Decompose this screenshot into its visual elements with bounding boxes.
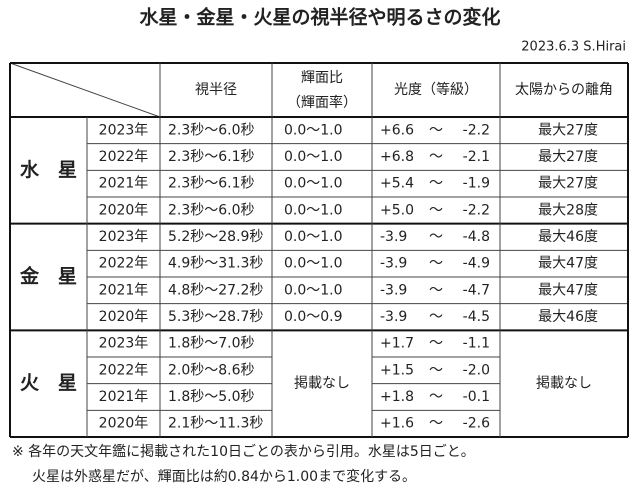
- mag-sep: 〜: [429, 229, 443, 245]
- mag-to: -4.9: [463, 256, 490, 272]
- year: 2023年: [99, 336, 149, 352]
- phase: 0.0〜1.0: [284, 149, 343, 165]
- mag-from: -3.9: [380, 256, 407, 272]
- phase: 掲載なし: [294, 376, 350, 392]
- mag-from: +6.6: [380, 122, 414, 138]
- phase: 0.0〜1.0: [284, 256, 343, 272]
- phase: 0.0〜1.0: [284, 229, 343, 245]
- diameter: 1.8秒〜5.0秒: [168, 389, 255, 405]
- diameter: 2.0秒〜8.6秒: [168, 362, 255, 378]
- mag-sep: 〜: [429, 256, 443, 272]
- mag-to: -1.1: [463, 336, 490, 352]
- phase: 0.0〜1.0: [284, 122, 343, 138]
- mag-to: -2.2: [463, 122, 490, 138]
- mag-from: +6.8: [380, 149, 414, 165]
- phase: 0.0〜1.0: [284, 282, 343, 298]
- mag-from: +5.4: [380, 176, 414, 192]
- diameter: 2.3秒〜6.0秒: [168, 122, 255, 138]
- year: 2021年: [99, 176, 149, 192]
- diameter: 2.3秒〜6.0秒: [168, 202, 255, 218]
- rule: [9, 62, 161, 118]
- header: （輝面率）: [287, 94, 357, 111]
- mag-sep: 〜: [429, 362, 443, 378]
- mag-from: +1.5: [380, 362, 414, 378]
- mag-to: -2.1: [463, 149, 490, 165]
- note: 火星は外惑星だが、輝面比は約0.84から1.00まで変化する。: [32, 468, 416, 485]
- header: 視半径: [195, 82, 237, 98]
- mag-sep: 〜: [429, 416, 443, 432]
- diameter: 5.3秒〜28.7秒: [168, 309, 263, 325]
- year: 2021年: [99, 282, 149, 298]
- elongation: 最大47度: [538, 256, 598, 272]
- mag-to: -0.1: [463, 389, 490, 405]
- elongation: 掲載なし: [536, 376, 592, 392]
- diameter: 2.1秒〜11.3秒: [168, 416, 263, 432]
- elongation: 最大47度: [538, 282, 598, 298]
- mag-to: -2.6: [463, 416, 490, 432]
- diameter: 2.3秒〜6.1秒: [168, 149, 255, 165]
- year: 2020年: [99, 309, 149, 325]
- elongation: 最大46度: [538, 309, 598, 325]
- mag-from: +5.0: [380, 202, 414, 218]
- planet: 火 星: [20, 372, 77, 394]
- mag-sep: 〜: [429, 282, 443, 298]
- mag-to: -4.5: [463, 309, 490, 325]
- phase: 0.0〜1.0: [284, 202, 343, 218]
- diameter: 4.8秒〜27.2秒: [168, 282, 263, 298]
- mag-from: -3.9: [380, 309, 407, 325]
- mag-to: -1.9: [463, 176, 490, 192]
- year: 2023年: [99, 122, 149, 138]
- mag-from: -3.9: [380, 282, 407, 298]
- planet: 金 星: [19, 265, 77, 288]
- diameter: 5.2秒〜28.9秒: [168, 229, 263, 245]
- year: 2020年: [99, 416, 149, 432]
- header: 光度（等級）: [394, 81, 478, 98]
- year: 2022年: [99, 362, 149, 378]
- header: 輝面比: [301, 70, 343, 86]
- year: 2020年: [99, 202, 149, 218]
- elongation: 最大27度: [538, 176, 598, 192]
- planet: 水 星: [20, 159, 77, 181]
- phase: 0.0〜0.9: [284, 309, 343, 325]
- elongation: 最大27度: [538, 149, 598, 165]
- note: ※ 各年の天文年鑑に掲載された10日ごとの表から引用。水星は5日ごと。: [12, 443, 475, 460]
- mag-sep: 〜: [429, 389, 443, 405]
- year: 2022年: [99, 149, 149, 165]
- mag-from: +1.6: [380, 416, 414, 432]
- mag-from: +1.8: [380, 389, 414, 405]
- mag-sep: 〜: [429, 336, 443, 352]
- mag-sep: 〜: [429, 122, 443, 138]
- diameter: 2.3秒〜6.1秒: [168, 176, 255, 192]
- mag-to: -2.0: [463, 362, 490, 378]
- author: 2023.6.3 S.Hirai: [521, 40, 626, 55]
- mag-to: -4.7: [463, 282, 490, 298]
- mag-sep: 〜: [429, 149, 443, 165]
- mag-to: -4.8: [463, 229, 490, 245]
- elongation: 最大27度: [538, 122, 598, 138]
- diameter: 1.8秒〜7.0秒: [168, 336, 255, 352]
- mag-sep: 〜: [429, 176, 443, 192]
- year: 2022年: [99, 256, 149, 272]
- phase: 0.0〜1.0: [284, 176, 343, 192]
- title: 水星・金星・火星の視半径や明るさの変化: [139, 6, 500, 29]
- mag-sep: 〜: [429, 202, 443, 218]
- mag-to: -2.2: [463, 202, 490, 218]
- elongation: 最大28度: [538, 202, 598, 218]
- diameter: 4.9秒〜31.3秒: [168, 256, 263, 272]
- mag-from: +1.7: [380, 336, 414, 352]
- year: 2021年: [99, 389, 149, 405]
- header: 太陽からの離角: [515, 81, 613, 98]
- mag-from: -3.9: [380, 229, 407, 245]
- mag-sep: 〜: [429, 309, 443, 325]
- year: 2023年: [99, 229, 149, 245]
- elongation: 最大46度: [538, 229, 598, 245]
